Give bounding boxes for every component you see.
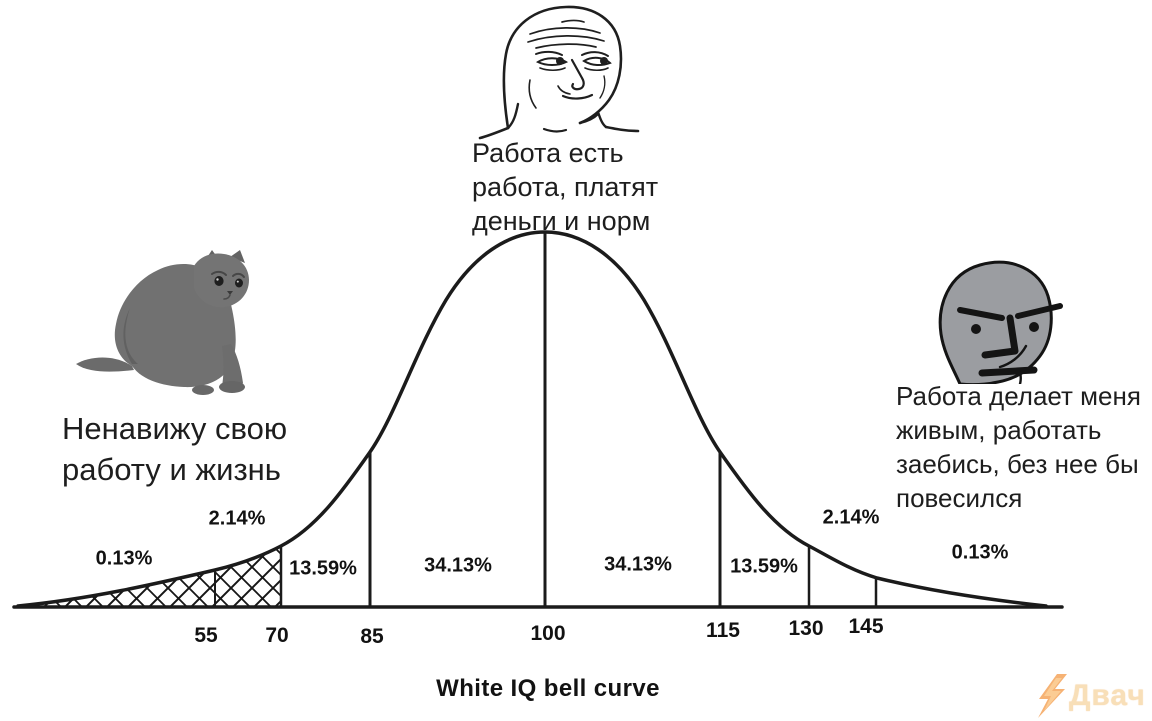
x-axis-tick-label: 130 bbox=[788, 617, 824, 640]
chart-title: White IQ bell curve bbox=[436, 675, 660, 702]
caption-line: живым, работать bbox=[896, 415, 1102, 445]
watermark-text: Двач bbox=[1069, 679, 1146, 712]
x-axis-tick-label: 115 bbox=[706, 619, 740, 642]
caption-middle: Работа есть работа, платят деньги и норм bbox=[472, 136, 658, 238]
x-axis-tick-label: 100 bbox=[530, 622, 566, 645]
segment-percent-label: 0.13% bbox=[95, 547, 153, 570]
lightning-bolt-icon bbox=[1038, 674, 1067, 718]
caption-line: заебись, без нее бы bbox=[896, 449, 1139, 479]
segment-percent-label: 34.13% bbox=[604, 553, 672, 576]
sad-cat-illustration bbox=[76, 250, 249, 395]
sd-divider-lines bbox=[214, 232, 878, 607]
x-axis-tick-label: 145 bbox=[848, 615, 884, 638]
caption-left-tail: Ненавижу свою работу и жизнь bbox=[62, 408, 287, 490]
caption-right-tail: Работа делает меня живым, работать заеби… bbox=[896, 379, 1141, 515]
caption-line: повесился bbox=[896, 483, 1023, 513]
segment-percent-label: 2.14% bbox=[822, 506, 880, 529]
caption-line: Ненавижу свою bbox=[62, 411, 288, 446]
segment-percent-label: 34.13% bbox=[424, 554, 492, 577]
segment-percent-label: 0.13% bbox=[951, 541, 1009, 564]
caption-line: Работа есть bbox=[472, 138, 624, 168]
caption-line: деньги и норм bbox=[472, 206, 651, 236]
npc-face-illustration bbox=[938, 260, 1063, 384]
segment-percent-label: 2.14% bbox=[208, 507, 266, 530]
segment-percent-label: 13.59% bbox=[730, 555, 798, 578]
wojak-face-illustration bbox=[478, 5, 640, 140]
segment-percent-label: 13.59% bbox=[289, 557, 357, 580]
x-axis-tick-label: 55 bbox=[194, 624, 218, 647]
caption-line: работу и жизнь bbox=[62, 452, 281, 487]
x-axis-tick-label: 85 bbox=[360, 625, 384, 648]
caption-line: Работа делает меня bbox=[896, 381, 1141, 411]
caption-line: работа, платят bbox=[472, 172, 659, 202]
x-axis-tick-label: 70 bbox=[265, 624, 289, 647]
watermark: Двач bbox=[1035, 673, 1146, 719]
